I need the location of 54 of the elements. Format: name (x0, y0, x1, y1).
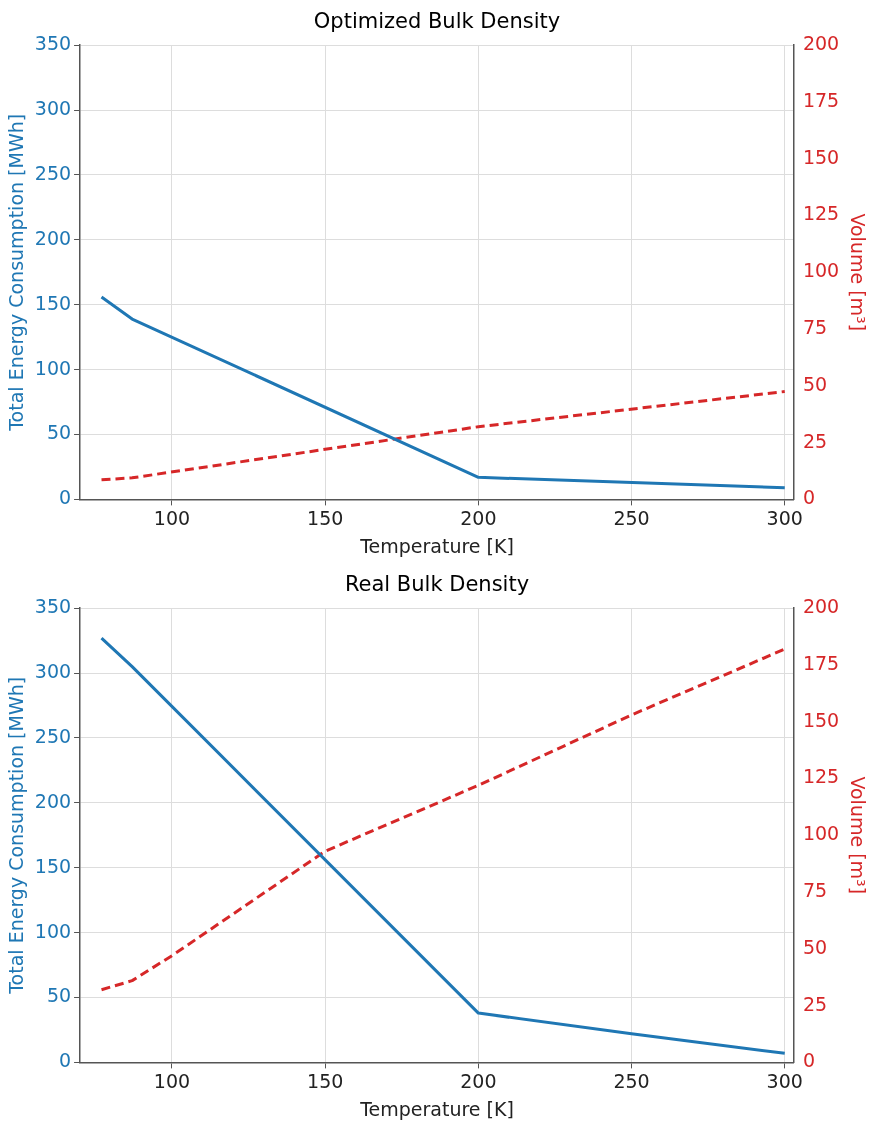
y2-tick-label: 0 (802, 1049, 816, 1072)
y2-tick-label: 200 (802, 595, 840, 618)
y2-tick-label: 25 (802, 992, 828, 1015)
x-tick-label: 150 (307, 506, 344, 529)
y-tick-label: 150 (34, 854, 72, 877)
y2-tick-label: 100 (802, 822, 840, 845)
y-tick-label: 250 (34, 161, 72, 184)
y-tick-label: 150 (34, 291, 72, 314)
y-tick-label: 350 (34, 32, 72, 55)
x-tick-label: 300 (766, 1069, 803, 1092)
y-tick-label: 300 (34, 97, 72, 120)
y2-tick-label: 100 (802, 259, 840, 282)
x-tick-label: 300 (766, 506, 803, 529)
y-tick-label: 200 (34, 226, 72, 249)
chart-title: Real Bulk Density (344, 572, 530, 597)
y-tick-label: 200 (34, 789, 72, 812)
y-tick-label: 250 (34, 724, 72, 747)
y-tick-label: 0 (58, 1049, 72, 1072)
y2-tick-label: 50 (802, 372, 828, 395)
x-tick-label: 200 (460, 506, 497, 529)
y2-tick-label: 150 (802, 145, 840, 168)
y-axis-title: Total Energy Consumption [MWh] (5, 113, 28, 432)
y-tick-label: 300 (34, 660, 72, 683)
x-tick-label: 100 (153, 506, 191, 529)
x-tick-label: 100 (153, 1069, 191, 1092)
y2-tick-label: 175 (802, 651, 840, 674)
y2-tick-label: 125 (802, 765, 840, 788)
y2-tick-label: 150 (802, 708, 840, 731)
x-tick-label: 150 (307, 1069, 344, 1092)
y2-tick-label: 50 (802, 935, 828, 958)
x-tick-label: 200 (460, 1069, 497, 1092)
y2-tick-label: 175 (802, 88, 840, 111)
y2-tick-label: 25 (802, 429, 828, 452)
y2-tick-label: 0 (802, 486, 816, 509)
x-axis-title: Temperature [K] (359, 1097, 514, 1120)
x-tick-label: 250 (613, 506, 650, 529)
y2-tick-label: 75 (802, 316, 828, 339)
y-tick-label: 0 (58, 486, 72, 509)
line-series (100, 647, 787, 992)
y-tick-label: 50 (46, 421, 72, 444)
y2-tick-label: 125 (802, 202, 840, 225)
y-tick-label: 350 (34, 595, 72, 618)
chart-title: Optimized Bulk Density (313, 9, 561, 34)
line-series (100, 390, 787, 482)
y-axis-title: Total Energy Consumption [MWh] (5, 676, 28, 995)
y2-axis-title: Volume [m³] (846, 776, 869, 895)
y2-axis-title: Volume [m³] (846, 213, 869, 332)
x-tick-label: 250 (613, 1069, 650, 1092)
y2-tick-label: 200 (802, 32, 840, 55)
y-tick-label: 100 (34, 919, 72, 942)
x-axis-title: Temperature [K] (359, 534, 514, 557)
y-tick-label: 50 (46, 984, 72, 1007)
y-tick-label: 100 (34, 356, 72, 379)
y2-tick-label: 75 (802, 879, 828, 902)
